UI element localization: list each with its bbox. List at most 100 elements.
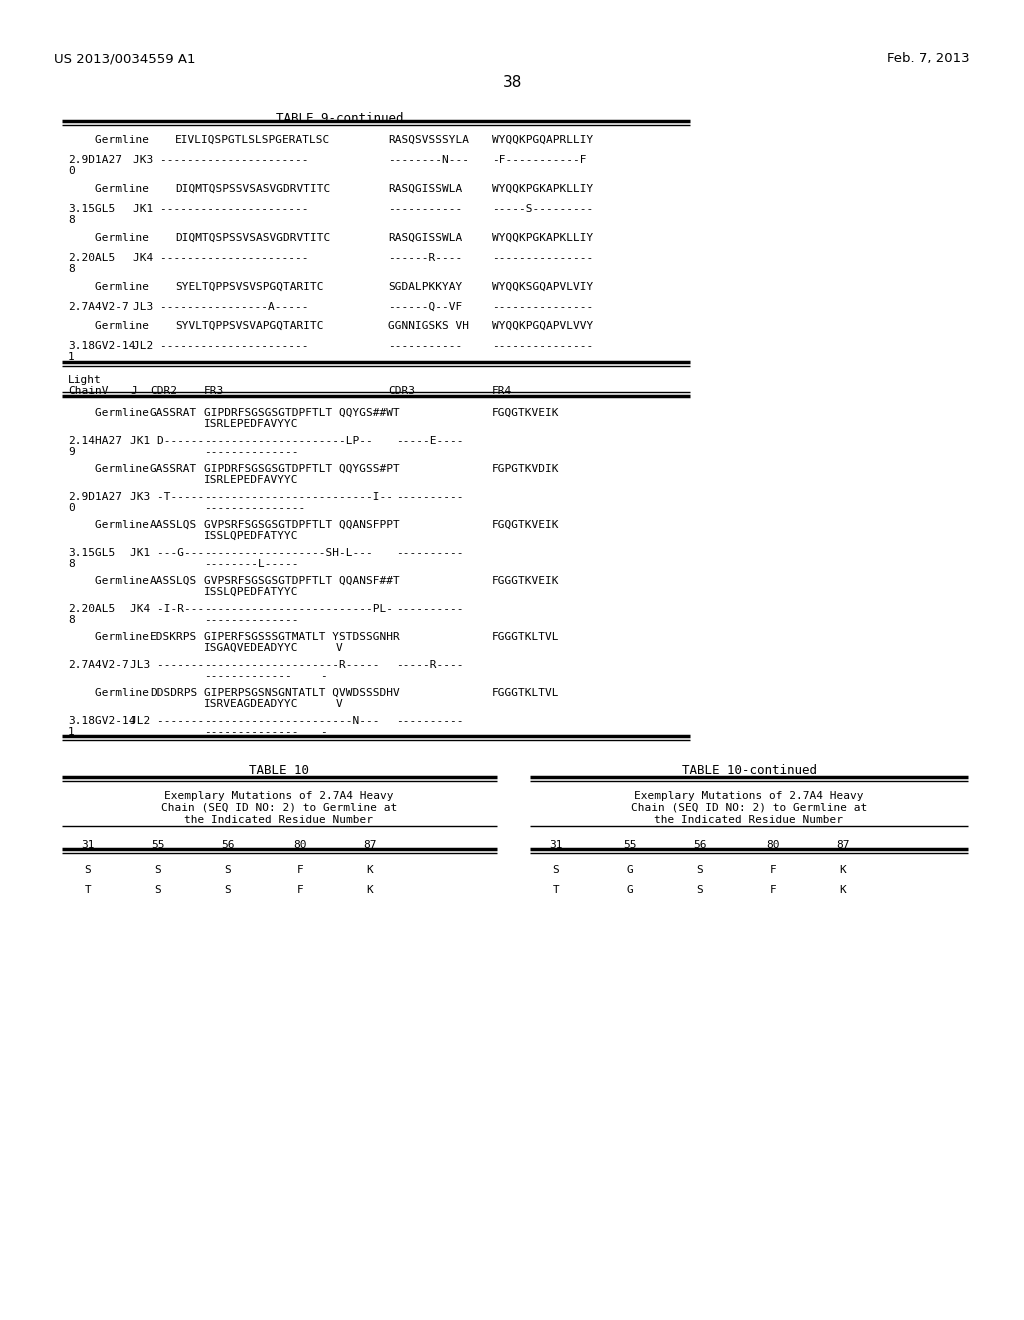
Text: Germline: Germline [68, 576, 150, 586]
Text: 2.7A4V2-7: 2.7A4V2-7 [68, 660, 129, 671]
Text: --------------------R-----: --------------------R----- [204, 660, 380, 671]
Text: K: K [840, 865, 847, 875]
Text: Light: Light [68, 375, 101, 385]
Text: Germline: Germline [68, 321, 150, 331]
Text: FGPGTKVDIK: FGPGTKVDIK [492, 465, 559, 474]
Text: DDSDRPS: DDSDRPS [150, 688, 198, 698]
Text: 0: 0 [68, 166, 75, 176]
Text: --------------: -------------- [204, 727, 299, 737]
Text: 80: 80 [293, 840, 307, 850]
Text: S: S [85, 865, 91, 875]
Text: J: J [130, 385, 137, 396]
Text: GASSRAT: GASSRAT [150, 408, 198, 418]
Text: ISGAQVEDEADYYC: ISGAQVEDEADYYC [204, 643, 299, 653]
Text: 3.15GL5: 3.15GL5 [68, 548, 116, 558]
Text: GIPDRFSGSGSGTDPFTLT QQYGS##WT: GIPDRFSGSGSGTDPFTLT QQYGS##WT [204, 408, 399, 418]
Text: ISRLEPEDFAVYYC: ISRLEPEDFAVYYC [204, 475, 299, 484]
Text: Chain (SEQ ID NO: 2) to Germline at: Chain (SEQ ID NO: 2) to Germline at [161, 803, 397, 813]
Text: FR3: FR3 [204, 385, 224, 396]
Text: EIVLIQSPGTLSLSPGERATLSC: EIVLIQSPGTLSLSPGERATLSC [175, 135, 331, 145]
Text: JL2 ----------------------: JL2 ---------------------- [133, 341, 308, 351]
Text: F: F [770, 865, 776, 875]
Text: S: S [224, 865, 231, 875]
Text: 80: 80 [766, 840, 779, 850]
Text: ---------------: --------------- [492, 341, 593, 351]
Text: 8: 8 [68, 615, 75, 624]
Text: ---------------: --------------- [204, 503, 305, 513]
Text: -----E----: -----E---- [396, 436, 464, 446]
Text: ----------: ---------- [396, 715, 464, 726]
Text: WYQQKPGKAPKLLIY: WYQQKPGKAPKLLIY [492, 234, 593, 243]
Text: GIPERPSGSNSGNTATLT QVWDSSSDHV: GIPERPSGSNSGNTATLT QVWDSSSDHV [204, 688, 399, 698]
Text: Exemplary Mutations of 2.7A4 Heavy: Exemplary Mutations of 2.7A4 Heavy [164, 791, 394, 801]
Text: ---------------------LP--: ---------------------LP-- [204, 436, 373, 446]
Text: Germline: Germline [68, 234, 150, 243]
Text: Germline: Germline [68, 520, 150, 531]
Text: ----------------------N---: ----------------------N--- [204, 715, 380, 726]
Text: RASQSVSSSYLA: RASQSVSSSYLA [388, 135, 469, 145]
Text: -------------------------I--: -------------------------I-- [204, 492, 393, 502]
Text: ---------------: --------------- [492, 302, 593, 312]
Text: FGGGTKLTVL: FGGGTKLTVL [492, 632, 559, 642]
Text: JK4 ----------------------: JK4 ---------------------- [133, 253, 308, 263]
Text: TABLE 10: TABLE 10 [249, 764, 309, 777]
Text: WYQQKPGKAPKLLIY: WYQQKPGKAPKLLIY [492, 183, 593, 194]
Text: WYQQKPGQAPVLVVY: WYQQKPGQAPVLVVY [492, 321, 593, 331]
Text: AASSLQS: AASSLQS [150, 576, 198, 586]
Text: 56: 56 [693, 840, 707, 850]
Text: ChainV: ChainV [68, 385, 109, 396]
Text: JL2 -------: JL2 ------- [130, 715, 204, 726]
Text: ----------: ---------- [396, 605, 464, 614]
Text: JK1 D------: JK1 D------ [130, 436, 204, 446]
Text: Germline: Germline [68, 688, 150, 698]
Text: 8: 8 [68, 264, 75, 275]
Text: SYELTQPPSVSVSPGQTARITC: SYELTQPPSVSVSPGQTARITC [175, 282, 324, 292]
Text: V: V [336, 700, 343, 709]
Text: RASQGISSWLA: RASQGISSWLA [388, 183, 462, 194]
Text: 2.20AL5: 2.20AL5 [68, 605, 116, 614]
Text: Feb. 7, 2013: Feb. 7, 2013 [888, 51, 970, 65]
Text: TABLE 9-continued: TABLE 9-continued [276, 112, 403, 125]
Text: SGDALPKKYAY: SGDALPKKYAY [388, 282, 462, 292]
Text: 38: 38 [503, 75, 521, 90]
Text: WYQQKSGQAPVLVIY: WYQQKSGQAPVLVIY [492, 282, 593, 292]
Text: GASSRAT: GASSRAT [150, 465, 198, 474]
Text: JK4 -I-R---: JK4 -I-R--- [130, 605, 204, 614]
Text: JL3 -------: JL3 ------- [130, 660, 204, 671]
Text: CDR3: CDR3 [388, 385, 415, 396]
Text: FGGGTKVEIK: FGGGTKVEIK [492, 576, 559, 586]
Text: -------------: ------------- [204, 671, 292, 681]
Text: DIQMTQSPSSVSASVGDRVTITC: DIQMTQSPSSVSASVGDRVTITC [175, 183, 331, 194]
Text: SYVLTQPPSVSVAPGQTARITC: SYVLTQPPSVSVAPGQTARITC [175, 321, 324, 331]
Text: -----S---------: -----S--------- [492, 205, 593, 214]
Text: --------------: -------------- [204, 447, 299, 457]
Text: 8: 8 [68, 215, 75, 224]
Text: K: K [840, 884, 847, 895]
Text: GIPDRFSGSGSGTDPFTLT QQYGSS#PT: GIPDRFSGSGSGTDPFTLT QQYGSS#PT [204, 465, 399, 474]
Text: 1: 1 [68, 352, 75, 362]
Text: G: G [627, 865, 634, 875]
Text: -F-----------F: -F-----------F [492, 154, 587, 165]
Text: -: - [319, 727, 327, 737]
Text: -: - [319, 671, 327, 681]
Text: ISRVEAGDEADYYC: ISRVEAGDEADYYC [204, 700, 299, 709]
Text: S: S [696, 865, 703, 875]
Text: 1: 1 [68, 727, 75, 737]
Text: -----R----: -----R---- [396, 660, 464, 671]
Text: US 2013/0034559 A1: US 2013/0034559 A1 [54, 51, 196, 65]
Text: 87: 87 [364, 840, 377, 850]
Text: FR4: FR4 [492, 385, 512, 396]
Text: GIPERFSGSSSGTMATLT YSTDSSGNHR: GIPERFSGSSSGTMATLT YSTDSSGNHR [204, 632, 399, 642]
Text: Germline: Germline [68, 632, 150, 642]
Text: 56: 56 [221, 840, 234, 850]
Text: 2.9D1A27: 2.9D1A27 [68, 154, 122, 165]
Text: F: F [770, 884, 776, 895]
Text: 2.20AL5: 2.20AL5 [68, 253, 116, 263]
Text: Germline: Germline [68, 408, 150, 418]
Text: JK3 -T-----: JK3 -T----- [130, 492, 204, 502]
Text: --------L-----: --------L----- [204, 558, 299, 569]
Text: 0: 0 [68, 503, 75, 513]
Text: ----------: ---------- [396, 492, 464, 502]
Text: EDSKRPS: EDSKRPS [150, 632, 198, 642]
Text: WYQQKPGQAPRLLIY: WYQQKPGQAPRLLIY [492, 135, 593, 145]
